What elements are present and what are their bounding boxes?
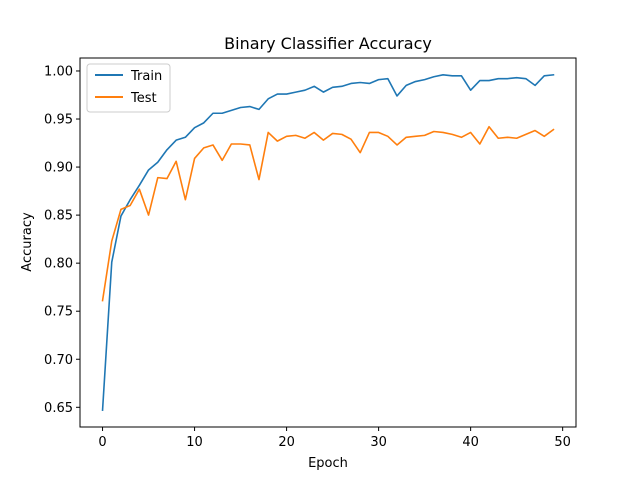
x-tick-label: 10 xyxy=(186,435,203,450)
y-tick-label: 1.00 xyxy=(44,64,73,79)
x-tick-label: 40 xyxy=(462,435,479,450)
chart-title: Binary Classifier Accuracy xyxy=(224,34,432,53)
y-tick-label: 0.95 xyxy=(44,113,73,128)
x-tick-label: 20 xyxy=(278,435,295,450)
x-tick-label: 0 xyxy=(98,435,106,450)
series-layer xyxy=(101,73,555,412)
axes-frame xyxy=(79,57,577,428)
y-tick-label: 0.90 xyxy=(44,161,73,176)
y-tick-label: 0.80 xyxy=(44,257,73,272)
y-tick-label: 0.85 xyxy=(44,209,73,224)
series-line-test xyxy=(101,125,555,302)
series-line-train xyxy=(101,73,555,412)
y-tick-label: 0.75 xyxy=(44,305,73,320)
legend: Train Test xyxy=(86,63,171,113)
y-tick-label: 0.65 xyxy=(44,401,73,416)
x-tick-label: 50 xyxy=(554,435,571,450)
x-axis-label: Epoch xyxy=(308,456,348,471)
x-tick-label: 30 xyxy=(370,435,387,450)
legend-label-test: Test xyxy=(130,91,157,106)
y-axis-label: Accuracy xyxy=(20,212,35,272)
x-axis-ticks: 0 10 20 30 40 50 xyxy=(98,427,571,450)
plot-area: 0 10 20 30 40 50 0.65 0.70 0.75 0.80 0.85 0.90 0.95… xyxy=(44,57,577,450)
legend-label-train: Train xyxy=(130,69,162,84)
y-tick-label: 0.70 xyxy=(44,353,73,368)
y-axis-ticks: 0.65 0.70 0.75 0.80 0.85 0.90 0.95 1.00 xyxy=(44,64,80,416)
